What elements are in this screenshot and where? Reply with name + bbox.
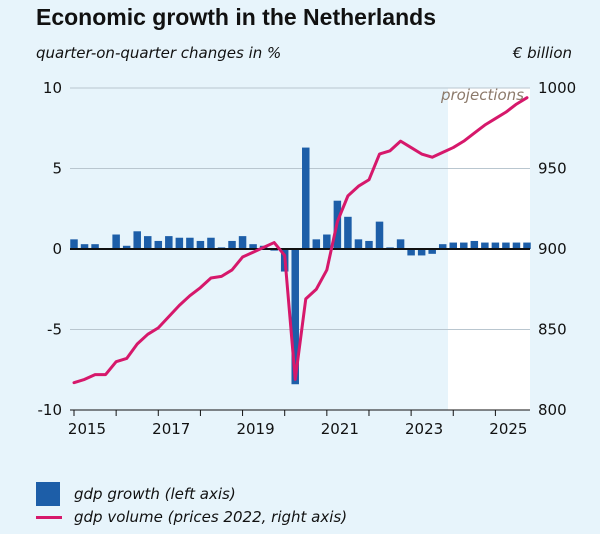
- bar: [365, 240, 373, 249]
- left-tick-label: -10: [38, 401, 63, 419]
- bar: [502, 242, 510, 249]
- legend-item-line: gdp volume (prices 2022, right axis): [36, 508, 347, 526]
- projection-label: projections: [440, 86, 524, 104]
- bar: [249, 244, 257, 249]
- x-tick-label: 2019: [236, 420, 274, 438]
- x-tick-label: 2017: [152, 420, 190, 438]
- bar: [291, 249, 299, 385]
- bar: [323, 234, 331, 249]
- x-tick-label: 2015: [68, 420, 106, 438]
- bar: [481, 242, 489, 249]
- bar: [80, 244, 89, 249]
- bar: [70, 239, 78, 249]
- left-tick-label: 5: [52, 160, 62, 178]
- bar: [512, 242, 521, 249]
- right-tick-label: 900: [538, 240, 567, 258]
- right-tick-label: 850: [538, 321, 567, 339]
- bar: [438, 244, 447, 249]
- right-tick-label: 800: [538, 401, 567, 419]
- x-tick-label: 2025: [489, 420, 527, 438]
- bar: [396, 239, 405, 249]
- bar: [312, 239, 321, 249]
- bar: [207, 237, 215, 249]
- bar: [491, 242, 500, 249]
- bar: [91, 244, 99, 249]
- bar: [238, 236, 247, 249]
- legend-line-label: gdp volume (prices 2022, right axis): [74, 508, 348, 526]
- left-axis-label: quarter-on-quarter changes in %: [36, 44, 282, 62]
- gdp-volume-line: [72, 96, 529, 385]
- right-axis-label: € billion: [512, 44, 572, 62]
- bar: [175, 237, 184, 249]
- bar: [165, 236, 173, 249]
- bar: [428, 249, 436, 254]
- bar: [302, 147, 310, 249]
- bar: [523, 242, 531, 249]
- x-tick-label: 2023: [405, 420, 443, 438]
- bar: [354, 239, 363, 249]
- legend-bar-swatch: [36, 482, 60, 506]
- left-tick-label: 0: [52, 240, 62, 258]
- bar: [228, 240, 236, 249]
- bar: [122, 245, 131, 249]
- bar: [112, 234, 120, 249]
- legend-line-swatch: [36, 515, 62, 519]
- legend-item-bar: gdp growth (left axis): [36, 482, 236, 506]
- bar: [143, 236, 152, 249]
- bar: [470, 240, 479, 249]
- bar: [133, 231, 141, 249]
- bar: [449, 242, 458, 249]
- left-tick-label: -5: [47, 321, 62, 339]
- chart-title: Economic growth in the Netherlands: [36, 4, 436, 30]
- right-tick-label: 950: [538, 160, 567, 178]
- legend-bar-label: gdp growth (left axis): [74, 485, 236, 503]
- bar: [154, 240, 163, 249]
- left-tick-label: 10: [43, 79, 62, 97]
- bar: [196, 240, 205, 249]
- bar: [344, 216, 352, 249]
- bar: [186, 237, 194, 249]
- bar: [460, 242, 468, 249]
- bar: [375, 221, 384, 249]
- x-tick-label: 2021: [321, 420, 359, 438]
- right-tick-label: 1000: [538, 79, 576, 97]
- bar: [407, 249, 415, 256]
- bar: [417, 249, 426, 256]
